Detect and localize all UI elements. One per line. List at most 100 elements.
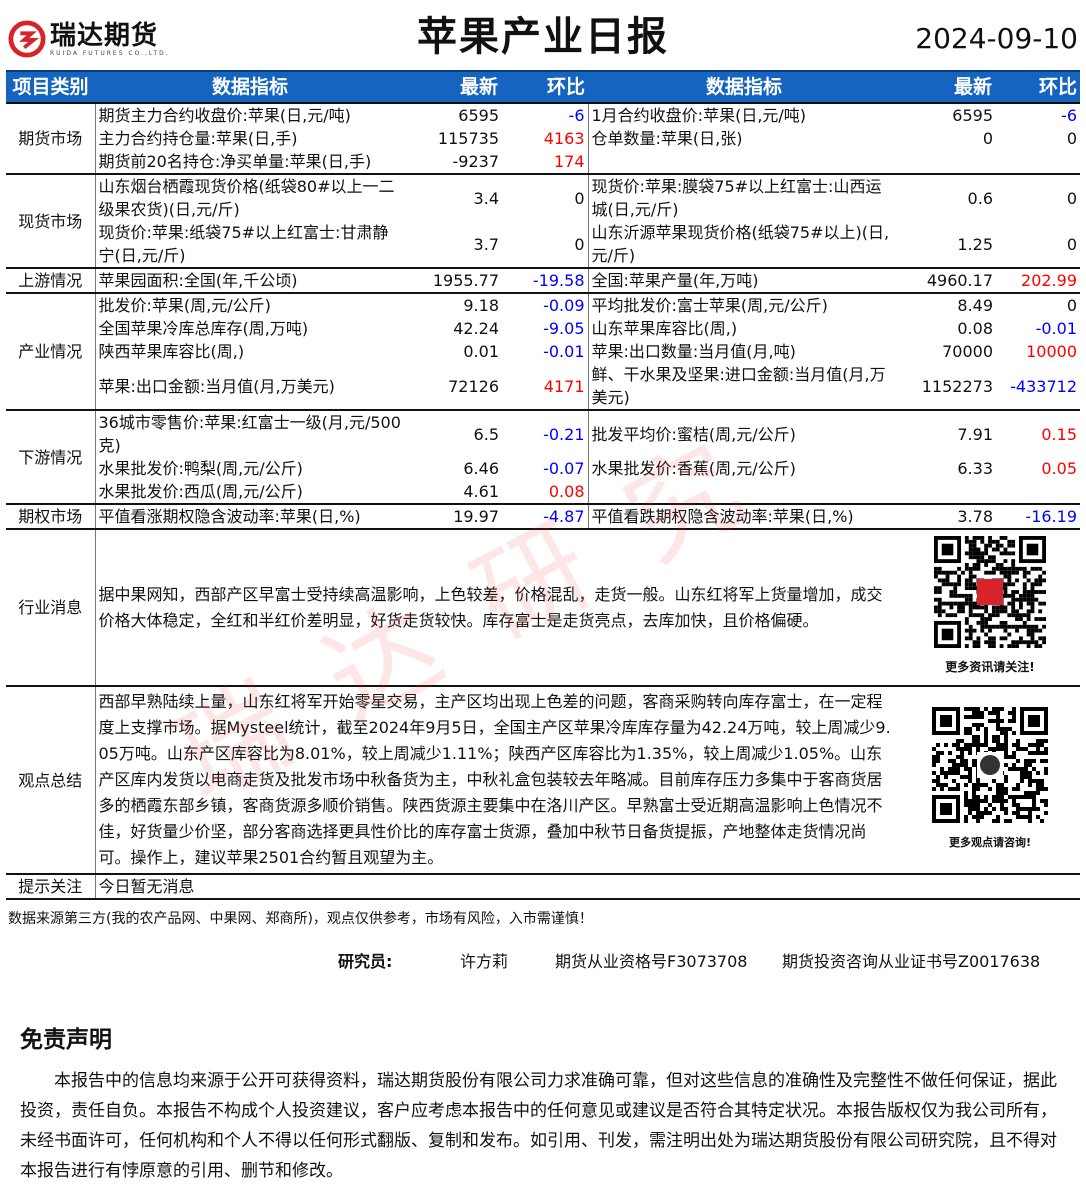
change-value: 4163 [543, 129, 585, 148]
indicator-name: 批发平均价:蜜桔(周,元/公斤) [587, 409, 900, 457]
tips-category: 提示关注 [6, 873, 95, 899]
change-value: 0 [574, 234, 585, 254]
change-value: 0.15 [996, 409, 1080, 457]
qualification-number: 期货从业资格号F3073708 [555, 952, 748, 971]
indicator-name: 全国苹果冷库总库存(周,万吨) [94, 317, 405, 340]
indicator-name: 苹果:出口数量:当月值(月,吨) [587, 340, 900, 363]
change-value [996, 150, 1080, 174]
indicator-name: 山东烟台栖霞现货价格(纸袋80#以上一二级果农货)(日,元/斤) [94, 173, 405, 221]
indicator-name: 仓单数量:苹果(日,张) [587, 127, 900, 150]
change-value: 0 [1066, 129, 1077, 148]
indicator-name [587, 150, 900, 174]
indicator-name: 平值看涨期权隐含波动率:苹果(日,%) [94, 503, 405, 529]
latest-value: 3.7 [473, 234, 499, 254]
company-logo: 瑞达期货 RUIDA FUTURES CO.,LTD. [8, 20, 170, 58]
qr-caption: 更多观点请咨询! [948, 835, 1032, 849]
indicator-name: 期货前20名持仓:净买单量:苹果(日,手) [94, 150, 405, 174]
data-table: 项目类别 数据指标 最新 环比 数据指标 最新 环比 期货市场 期货主力合约收盘价… [6, 70, 1080, 900]
table-row: 产业情况 批发价:苹果(周,元/公斤) 9.18 -0.09 平均批发价:富士苹果(周,… [6, 292, 1080, 410]
col-change: 环比 [502, 70, 588, 103]
logo-subtext: RUIDA FUTURES CO.,LTD. [50, 49, 170, 57]
change-value: -0.01 [543, 342, 585, 361]
disclaimer-text: 本报告中的信息均来源于公开可获得资料，瑞达期货股份有限公司力求准确可靠，但对这些… [20, 1071, 1057, 1181]
change-value: -9.05 [543, 319, 585, 338]
table-row: 期货市场 期货主力合约收盘价:苹果(日,元/吨) 6595 -6 1月合约收盘价:苹果(… [6, 102, 1080, 174]
change-value: 10000 [1026, 342, 1077, 361]
table-row: 全国苹果冷库总库存(周,万吨) 42.24 -9.05 山东苹果库容比(周,) 0.08… [6, 317, 1080, 340]
latest-value: 19.97 [405, 503, 502, 529]
latest-value: 1.25 [957, 234, 993, 254]
change-value [996, 480, 1080, 504]
latest-value: 1152273 [921, 376, 993, 396]
indicator-name: 水果批发价:香蕉(周,元/公斤) [587, 457, 900, 480]
report-title: 苹果产业日报 [417, 14, 669, 60]
change-value: -433712 [1010, 376, 1077, 396]
table-row: 现货市场 山东烟台栖霞现货价格(纸袋80#以上一二级果农货)(日,元/斤) 3.4 0… [6, 173, 1080, 268]
consulting-certificate: 期货投资咨询从业证书号Z0017638 [782, 952, 1041, 971]
news-qr: 更多资讯请关注! [900, 528, 1080, 686]
change-value: 174 [553, 152, 585, 171]
change-value: 0 [996, 173, 1080, 221]
col-change-2: 环比 [996, 70, 1080, 103]
news-row: 行业消息 据中果网知，西部产区早富士受持续高温影响，上色较差，价格混乱，走货一般… [6, 528, 1080, 686]
indicator-name: 苹果:出口金额:当月值(月,万美元) [94, 363, 405, 410]
latest-value: 6.33 [957, 459, 993, 478]
indicator-name: 36城市零售价:苹果:红富士一级(月,元/500克) [94, 409, 405, 457]
indicator-name: 鲜、干水果及坚果:进口金额:当月值(月,万美元) [587, 363, 900, 410]
table-row: 苹果:出口金额:当月值(月,万美元) 72126 4171 鲜、干水果及坚果:进口金额… [6, 363, 1080, 410]
latest-value: 7.91 [900, 409, 996, 457]
qr-code-icon [932, 706, 1048, 823]
change-value: -0.21 [502, 409, 588, 457]
category-cell: 下游情况 [6, 409, 95, 504]
table-row: 期货前20名持仓:净买单量:苹果(日,手) -9237 174 [6, 150, 1080, 174]
category-cell: 现货市场 [6, 173, 95, 268]
latest-value: 0.08 [957, 319, 993, 338]
change-value: -4.87 [502, 503, 588, 529]
latest-value: 3.78 [900, 503, 996, 529]
col-indicator: 数据指标 [95, 70, 405, 103]
category-cell: 上游情况 [6, 267, 95, 293]
researcher-name: 许方莉 [460, 952, 509, 971]
latest-value: 72126 [448, 376, 499, 396]
latest-value: 3.4 [405, 173, 502, 221]
change-value: 4171 [543, 376, 585, 396]
change-value: 202.99 [996, 267, 1080, 293]
category-cell: 期货市场 [6, 102, 95, 174]
table-row: 现货价:苹果:纸袋75#以上红富士:甘肃静宁(日,元/斤) 3.7 0 山东沂源苹果现… [6, 221, 1080, 268]
table-row: 下游情况 36城市零售价:苹果:红富士一级(月,元/500克) 6.5 -0.21 批发… [6, 409, 1080, 504]
latest-value: 42.24 [453, 319, 499, 338]
latest-value: 9.18 [405, 292, 502, 317]
report-date: 2024-09-10 [915, 22, 1078, 55]
latest-value: 6595 [405, 102, 502, 127]
indicator-name: 水果批发价:西瓜(周,元/公斤) [94, 480, 405, 504]
table-row: 期权市场 平值看涨期权隐含波动率:苹果(日,%) 19.97 -4.87 平值看跌期权隐… [6, 503, 1080, 529]
indicator-name: 苹果园面积:全国(年,千公顷) [94, 267, 405, 293]
indicator-name: 1月合约收盘价:苹果(日,元/吨) [587, 102, 900, 127]
latest-value: 115735 [437, 129, 499, 148]
indicator-name: 山东苹果库容比(周,) [587, 317, 900, 340]
indicator-name: 现货价:苹果:膜袋75#以上红富士:山西运城(日,元/斤) [587, 173, 900, 221]
latest-value: 4.61 [463, 482, 499, 501]
latest-value: 0.01 [463, 342, 499, 361]
table-header: 项目类别 数据指标 最新 环比 数据指标 最新 环比 [6, 70, 1080, 103]
latest-value: 8.49 [900, 292, 996, 317]
table-row: 上游情况 苹果园面积:全国(年,千公顷) 1955.77 -19.58 全国:苹果产量(… [6, 267, 1080, 293]
researcher-label: 研究员: [338, 952, 393, 971]
latest-value: 70000 [942, 342, 993, 361]
logo-text: 瑞达期货 [50, 20, 159, 51]
latest-value: 6595 [900, 102, 996, 127]
indicator-name: 平值看跌期权隐含波动率:苹果(日,%) [587, 503, 900, 529]
col-category: 项目类别 [6, 70, 95, 103]
change-value: -0.09 [502, 292, 588, 317]
table-row: 水果批发价:西瓜(周,元/公斤) 4.61 0.08 [6, 480, 1080, 504]
disclaimer-title: 免责声明 [20, 1027, 112, 1053]
indicator-name [587, 480, 900, 504]
indicator-name: 平均批发价:富士苹果(周,元/公斤) [587, 292, 900, 317]
latest-value: 4960.17 [900, 267, 996, 293]
latest-value: 0.6 [900, 173, 996, 221]
summary-category: 观点总结 [6, 685, 95, 874]
indicator-name: 陕西苹果库容比(周,) [94, 340, 405, 363]
ruida-logo-icon [8, 20, 46, 58]
indicator-name: 主力合约持仓量:苹果(日,手) [94, 127, 405, 150]
change-value: -6 [502, 102, 588, 127]
